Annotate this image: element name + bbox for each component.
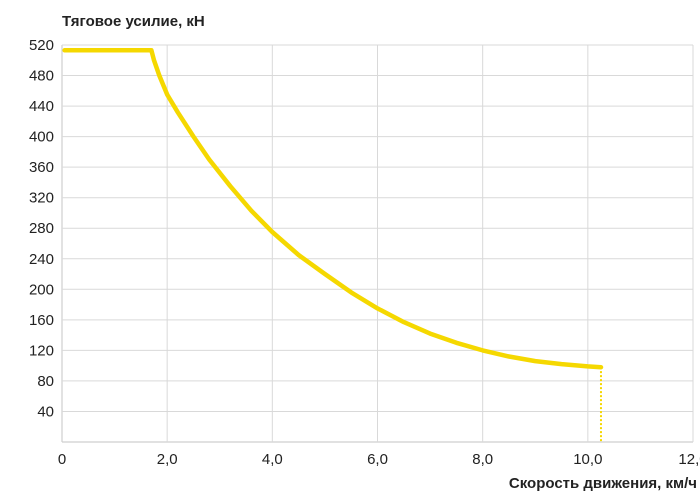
x-tick-label: 0 (58, 451, 66, 468)
x-tick-label: 2,0 (157, 451, 178, 468)
x-tick-label: 4,0 (262, 451, 283, 468)
y-tick-label: 40 (37, 403, 54, 420)
y-axis-title: Тяговое усилие, кН (62, 13, 205, 30)
x-tick-label: 12,0 (678, 451, 700, 468)
y-tick-label: 320 (29, 190, 54, 207)
y-tick-label: 440 (29, 98, 54, 115)
y-tick-label: 400 (29, 129, 54, 146)
y-tick-label: 160 (29, 312, 54, 329)
x-tick-label: 10,0 (573, 451, 602, 468)
y-tick-label: 360 (29, 159, 54, 176)
y-tick-label: 280 (29, 220, 54, 237)
traction-curve (62, 48, 604, 370)
y-tick-labels: 40 80 120 160 200 240 280 320 360 400 440 480 520 (29, 37, 54, 420)
x-axis-title: Скорость движения, км/ч (509, 475, 697, 492)
x-tick-labels: 0 2,0 4,0 6,0 8,0 10,0 12,0 (58, 451, 700, 468)
x-tick-label: 8,0 (472, 451, 493, 468)
y-tick-label: 240 (29, 251, 54, 268)
y-tick-label: 200 (29, 281, 54, 298)
y-tick-label: 80 (37, 373, 54, 390)
series-layer (62, 48, 604, 442)
y-tick-label: 120 (29, 342, 54, 359)
x-tick-label: 6,0 (367, 451, 388, 468)
y-tick-label: 520 (29, 37, 54, 54)
y-tick-label: 480 (29, 68, 54, 85)
grid (61, 44, 694, 443)
